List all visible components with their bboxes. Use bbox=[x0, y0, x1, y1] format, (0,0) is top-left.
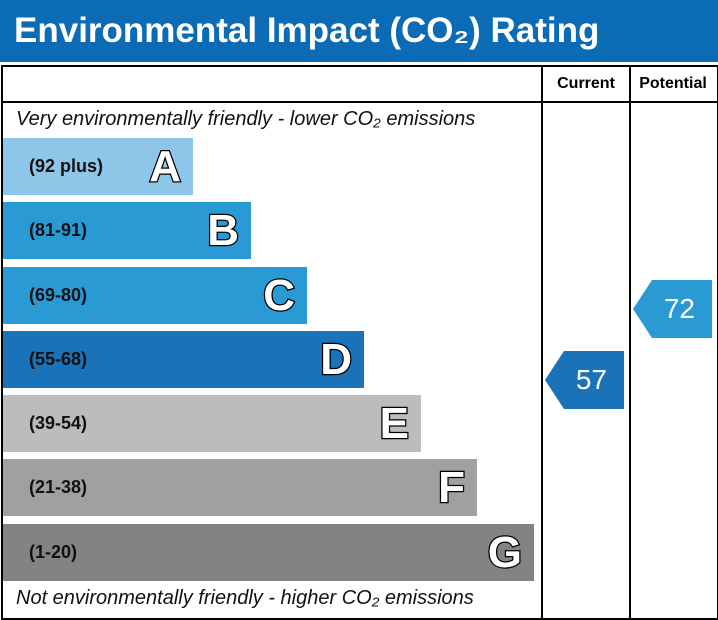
potential-header: Potential bbox=[639, 75, 707, 92]
band-c: (69-80) C bbox=[3, 267, 307, 324]
current-header: Current bbox=[557, 75, 615, 92]
band-letter: G bbox=[487, 527, 524, 579]
band-letter: C bbox=[262, 270, 296, 322]
band-range-label: (55-68) bbox=[29, 349, 88, 369]
band-range-label: (1-20) bbox=[29, 542, 78, 562]
current-rating-arrow: 57 bbox=[545, 351, 624, 409]
potential-rating-arrow: 72 bbox=[633, 280, 712, 338]
band-letter: B bbox=[206, 205, 240, 257]
band-letter: E bbox=[378, 398, 410, 450]
band-range-label: (81-91) bbox=[29, 220, 88, 240]
chart-title: Environmental Impact (CO₂) Rating bbox=[0, 0, 718, 62]
band-d: (55-68) D bbox=[3, 331, 364, 388]
column-divider bbox=[629, 65, 631, 618]
band-g: (1-20) G bbox=[3, 524, 534, 581]
band-letter: A bbox=[148, 141, 182, 193]
band-range-label: (69-80) bbox=[29, 285, 88, 305]
band-a: (92 plus) A bbox=[3, 138, 193, 195]
band-letter: D bbox=[319, 334, 353, 386]
bottom-note: Not environmentally friendly - higher CO… bbox=[16, 587, 474, 609]
column-divider bbox=[541, 65, 543, 618]
band-range-label: (39-54) bbox=[29, 413, 88, 433]
band-f: (21-38) F bbox=[3, 459, 477, 516]
band-e: (39-54) E bbox=[3, 395, 421, 452]
band-letter: F bbox=[437, 462, 466, 514]
band-range-label: (21-38) bbox=[29, 477, 88, 497]
band-b: (81-91) B bbox=[3, 202, 251, 259]
band-range-label: (92 plus) bbox=[29, 156, 104, 176]
top-note: Very environmentally friendly - lower CO… bbox=[16, 108, 476, 130]
header-divider bbox=[1, 101, 717, 103]
